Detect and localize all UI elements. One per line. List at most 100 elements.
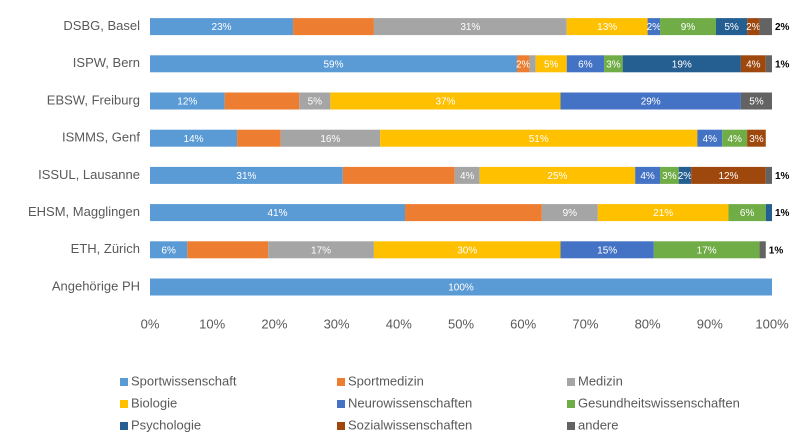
legend-label: Neurowissenschaften [348, 395, 472, 410]
legend-label: Gesundheitswissenschaften [578, 395, 740, 410]
data-label: 6% [578, 59, 593, 70]
legend-label: Sportwissenschaft [131, 373, 237, 388]
data-label: 2% [678, 171, 693, 182]
bar-segment [716, 18, 748, 36]
data-label: 29% [641, 97, 661, 108]
bar-segment [566, 55, 605, 73]
x-tick-label: 80% [635, 316, 661, 331]
data-label: 21% [653, 208, 673, 219]
bar-segment [597, 204, 729, 222]
bar-segment [516, 55, 530, 73]
data-label: 6% [740, 208, 755, 219]
data-label: 37% [435, 97, 455, 108]
legend-swatch [337, 422, 345, 430]
category-label: ISMMS, Genf [62, 130, 140, 145]
bar-segment [728, 204, 766, 222]
data-label: 1% [775, 171, 790, 182]
bar-segment [150, 241, 188, 259]
category-label: EHSM, Magglingen [28, 204, 140, 219]
data-label: 17% [311, 245, 331, 256]
bar-segment [697, 129, 723, 147]
data-label: 14% [184, 134, 204, 145]
legend-label: Psychologie [131, 417, 201, 432]
bar-segment [660, 166, 679, 184]
x-tick-label: 30% [324, 316, 350, 331]
bar-segment [150, 278, 772, 296]
legend-swatch [567, 422, 575, 430]
bar-segment [765, 204, 772, 222]
bar-segment [747, 129, 766, 147]
legend-swatch [337, 378, 345, 386]
bar-segment [660, 18, 717, 36]
data-label: 15% [597, 245, 617, 256]
data-label: 23% [212, 22, 232, 33]
data-label: 1% [775, 208, 790, 219]
bar-segment [150, 92, 225, 110]
data-label: 4% [727, 134, 742, 145]
data-label: 51% [529, 134, 549, 145]
bar-segment [380, 129, 698, 147]
bar-segment [647, 18, 661, 36]
bar-segment [560, 241, 654, 259]
bar-segment [740, 92, 772, 110]
legend-swatch [567, 378, 575, 386]
data-label: 1% [769, 245, 784, 256]
data-label: 2% [746, 22, 761, 33]
data-label: 19% [672, 59, 692, 70]
bar-segment [268, 241, 374, 259]
bar-segment [330, 92, 561, 110]
bar-segment [759, 18, 772, 36]
bar-segment [535, 55, 567, 73]
bar-segment [740, 55, 766, 73]
bar-segment [299, 92, 331, 110]
x-tick-label: 0% [141, 316, 160, 331]
bar-segment [342, 166, 455, 184]
bar-segment [622, 55, 741, 73]
data-label: 12% [177, 97, 197, 108]
data-label: 30% [457, 245, 477, 256]
bar-segment [747, 18, 760, 36]
legend-label: Sportmedizin [348, 373, 424, 388]
legend-swatch [120, 400, 128, 408]
legend-label: Medizin [578, 373, 623, 388]
x-tick-label: 50% [448, 316, 474, 331]
bar-segment [150, 18, 294, 36]
x-tick-label: 90% [697, 316, 723, 331]
data-label: 2% [647, 22, 662, 33]
data-label: 5% [544, 59, 559, 70]
category-label: ETH, Zürich [71, 241, 140, 256]
bar-segment [405, 204, 542, 222]
data-label: 5% [749, 97, 764, 108]
data-label: 31% [460, 22, 480, 33]
legend-label: Sozialwissenschaften [348, 417, 472, 432]
data-label: 41% [268, 208, 288, 219]
category-label: ISSUL, Lausanne [38, 167, 140, 182]
bar-segment [150, 129, 238, 147]
bar-segment [765, 55, 772, 73]
data-label: 59% [323, 59, 343, 70]
category-label: EBSW, Freiburg [47, 92, 140, 107]
bar-segment [150, 204, 406, 222]
legend-swatch [120, 378, 128, 386]
data-label: 25% [547, 171, 567, 182]
data-label: 12% [718, 171, 738, 182]
bar-segment [560, 92, 741, 110]
data-label: 9% [681, 22, 696, 33]
data-label: 13% [597, 22, 617, 33]
data-label: 2% [775, 22, 790, 33]
x-tick-label: 10% [199, 316, 225, 331]
x-tick-label: 40% [386, 316, 412, 331]
data-label: 2% [516, 59, 531, 70]
x-tick-label: 20% [261, 316, 287, 331]
x-tick-label: 60% [510, 316, 536, 331]
data-label: 3% [606, 59, 621, 70]
category-label: Angehörige PH [52, 278, 140, 293]
data-label: 100% [448, 283, 474, 294]
data-label: 17% [697, 245, 717, 256]
x-tick-label: 100% [755, 316, 789, 331]
data-label: 31% [236, 171, 256, 182]
data-label: 4% [703, 134, 718, 145]
data-label: 9% [563, 208, 578, 219]
data-label: 4% [640, 171, 655, 182]
data-label: 3% [662, 171, 677, 182]
